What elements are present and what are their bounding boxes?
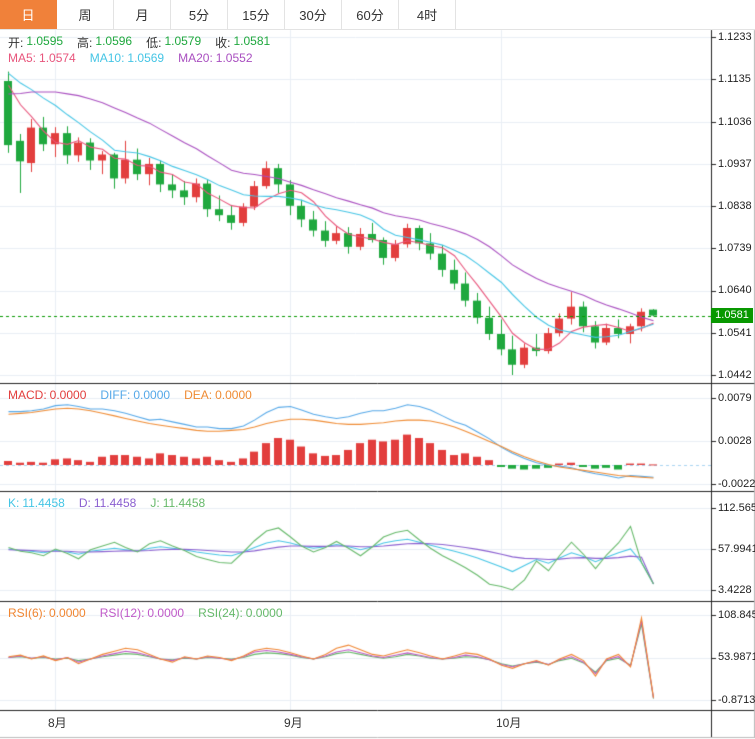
low-label: 低: bbox=[146, 36, 162, 50]
current-price-tag: 1.0581 bbox=[711, 308, 753, 323]
axis-main-tick: 1.0937 bbox=[718, 158, 752, 170]
axis-main-tick: 1.0442 bbox=[718, 369, 752, 381]
macd-legend: MACD: 0.0000 DIFF: 0.0000 DEA: 0.0000 bbox=[8, 388, 252, 402]
close-label: 收: bbox=[215, 36, 231, 50]
tab-day[interactable]: 日 bbox=[0, 0, 57, 29]
axis-main-tick: 1.0838 bbox=[718, 200, 752, 212]
tab-5min[interactable]: 5分 bbox=[171, 0, 228, 29]
axis-main-tick: 1.1135 bbox=[718, 73, 751, 85]
j-label: J: bbox=[150, 496, 160, 510]
tab-week[interactable]: 周 bbox=[57, 0, 114, 29]
tab-15min[interactable]: 15分 bbox=[228, 0, 285, 29]
period-toolbar: 日 周 月 5分 15分 30分 60分 4时 bbox=[0, 0, 755, 30]
open-value: 1.0595 bbox=[26, 34, 64, 48]
axis-kdj-tick: 57.9941 bbox=[718, 543, 755, 555]
ma5-label: MA5: bbox=[8, 51, 37, 65]
axis-rsi-tick: 53.9871 bbox=[718, 651, 755, 663]
low-value: 1.0579 bbox=[164, 34, 202, 48]
tab-month[interactable]: 月 bbox=[114, 0, 171, 29]
ma20-label: MA20: bbox=[178, 51, 213, 65]
diff-label: DIFF: bbox=[100, 388, 131, 402]
rsi12-label: RSI(12): bbox=[99, 606, 145, 620]
axis-main-tick: 1.1233 bbox=[718, 31, 752, 43]
axis-main-tick: 1.0640 bbox=[718, 284, 752, 296]
rsi24-label: RSI(24): bbox=[198, 606, 243, 620]
tab-4hour[interactable]: 4时 bbox=[399, 0, 456, 29]
ma10-value: 1.0569 bbox=[127, 51, 165, 65]
axis-macd-tick: 0.0079 bbox=[718, 392, 752, 404]
k-label: K: bbox=[8, 496, 20, 510]
x-axis-month-label: 10月 bbox=[496, 716, 522, 730]
tab-30min[interactable]: 30分 bbox=[285, 0, 342, 29]
diff-value: 0.0000 bbox=[133, 388, 171, 402]
kdj-legend: K: 11.4458 D: 11.4458 J: 11.4458 bbox=[8, 496, 205, 510]
j-value: 11.4458 bbox=[162, 496, 206, 510]
ma5-value: 1.0574 bbox=[39, 51, 76, 65]
rsi6-label: RSI(6): bbox=[8, 606, 47, 620]
tab-60min[interactable]: 60分 bbox=[342, 0, 399, 29]
dea-value: 0.0000 bbox=[215, 388, 252, 402]
dea-label: DEA: bbox=[184, 388, 213, 402]
axis-main-tick: 1.0739 bbox=[718, 242, 752, 254]
close-value: 1.0581 bbox=[233, 34, 271, 48]
rsi-legend: RSI(6): 0.0000 RSI(12): 0.0000 RSI(24): 0.0… bbox=[8, 606, 283, 620]
axis-main-tick: 1.1036 bbox=[718, 116, 752, 128]
axis-main-tick: 1.0541 bbox=[718, 327, 752, 339]
ma20-value: 1.0552 bbox=[215, 51, 253, 65]
macd-label: MACD: bbox=[8, 388, 47, 402]
ma10-label: MA10: bbox=[89, 51, 125, 65]
high-label: 高: bbox=[77, 36, 93, 50]
ohlc-legend: 开: 1.0595 高: 1.0596 低: 1.0579 收: 1.0581 bbox=[8, 34, 270, 51]
k-value: 11.4458 bbox=[22, 496, 65, 510]
high-value: 1.0596 bbox=[95, 34, 133, 48]
rsi12-value: 0.0000 bbox=[147, 606, 185, 620]
axis-macd-tick: -0.0022 bbox=[718, 478, 755, 490]
macd-value: 0.0000 bbox=[49, 388, 87, 402]
rsi24-value: 0.0000 bbox=[245, 606, 283, 620]
axis-macd-tick: 0.0028 bbox=[718, 435, 752, 447]
open-label: 开: bbox=[8, 36, 24, 50]
x-axis-month-label: 8月 bbox=[48, 716, 67, 730]
rsi6-value: 0.0000 bbox=[49, 606, 86, 620]
d-label: D: bbox=[78, 496, 91, 510]
ma-legend: MA5: 1.0574 MA10: 1.0569 MA20: 1.0552 bbox=[8, 51, 253, 65]
axis-rsi-tick: -0.8713 bbox=[718, 694, 755, 706]
d-value: 11.4458 bbox=[93, 496, 137, 510]
x-axis-month-label: 9月 bbox=[284, 716, 303, 730]
axis-kdj-tick: 3.4228 bbox=[718, 584, 752, 596]
axis-rsi-tick: 108.8456 bbox=[718, 609, 755, 621]
